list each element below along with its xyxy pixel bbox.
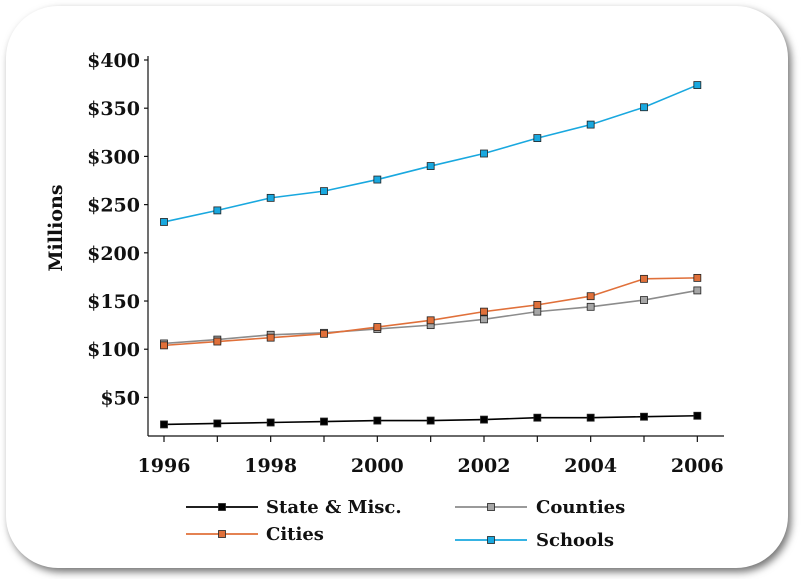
data-point	[480, 307, 488, 316]
legend-label: Counties	[536, 497, 625, 518]
y-tick-label: $300	[87, 146, 140, 168]
legend-label: State & Misc.	[266, 497, 402, 518]
x-tick-label: 2002	[458, 455, 511, 477]
data-point	[693, 411, 702, 420]
chart-card	[6, 6, 788, 568]
data-point	[320, 187, 328, 196]
legend-label: Cities	[266, 524, 324, 545]
data-point	[266, 193, 275, 202]
axes: $50 $100 $150 $200 $250 $300 $350 $400 1996 1998 2…	[45, 50, 724, 477]
x-tick-label: 2006	[671, 455, 724, 477]
legend-item: Counties	[455, 497, 625, 518]
legend-label: Schools	[536, 530, 614, 551]
data-point	[213, 337, 222, 346]
data-point	[533, 307, 542, 316]
legend-swatch-marker	[218, 503, 226, 511]
data-point	[213, 206, 222, 215]
data-point	[586, 292, 595, 301]
data-point	[586, 413, 595, 422]
data-point	[480, 315, 488, 324]
data-point	[320, 329, 328, 338]
data-point	[640, 296, 648, 304]
data-point	[373, 175, 382, 184]
y-tick-label: $400	[87, 50, 140, 72]
data-point	[160, 341, 168, 350]
y-tick-label: $150	[87, 291, 140, 313]
data-point	[373, 323, 382, 331]
data-point	[480, 149, 488, 158]
data-point	[373, 416, 382, 425]
x-tick-label: 1996	[138, 455, 191, 477]
legend-item: Cities	[186, 524, 324, 545]
y-axis-title: Millions	[45, 184, 67, 271]
legend-item: Schools	[455, 530, 614, 551]
data-point	[160, 218, 168, 226]
data-point	[533, 413, 542, 422]
x-tick-label: 1998	[244, 455, 297, 477]
x-tick-label: 2000	[351, 455, 404, 477]
series-state-misc	[160, 411, 702, 429]
data-point	[640, 412, 648, 421]
series-line	[163, 84, 698, 223]
legend-swatch-marker	[218, 530, 226, 538]
data-point	[640, 274, 648, 283]
data-point	[426, 162, 435, 170]
series-line	[163, 277, 698, 347]
data-point	[533, 134, 542, 142]
data-point	[426, 416, 435, 425]
series-lines	[160, 81, 702, 429]
data-point	[160, 420, 168, 429]
series-schools	[160, 81, 702, 226]
data-point	[693, 273, 702, 282]
legend-swatch-marker	[487, 503, 495, 511]
data-point	[266, 333, 275, 342]
y-tick-label: $250	[87, 195, 140, 217]
data-point	[693, 81, 702, 89]
y-tick-label: $350	[87, 98, 140, 120]
data-point	[426, 316, 435, 325]
y-tick-label: $50	[100, 387, 140, 409]
data-point	[693, 286, 702, 295]
legend: State & Misc. Counties Cities Schools	[186, 497, 625, 551]
data-point	[586, 302, 595, 311]
data-point	[586, 120, 595, 129]
data-point	[640, 103, 648, 112]
x-tick-label: 2004	[564, 455, 617, 477]
data-point	[480, 415, 488, 424]
data-point	[213, 419, 222, 428]
data-point	[320, 417, 328, 426]
y-tick-label: $100	[87, 339, 140, 361]
data-point	[266, 418, 275, 427]
legend-swatch-marker	[487, 536, 495, 544]
data-point	[533, 300, 542, 309]
legend-item: State & Misc.	[186, 497, 402, 518]
series-cities	[160, 273, 702, 350]
y-tick-label: $200	[87, 243, 140, 265]
